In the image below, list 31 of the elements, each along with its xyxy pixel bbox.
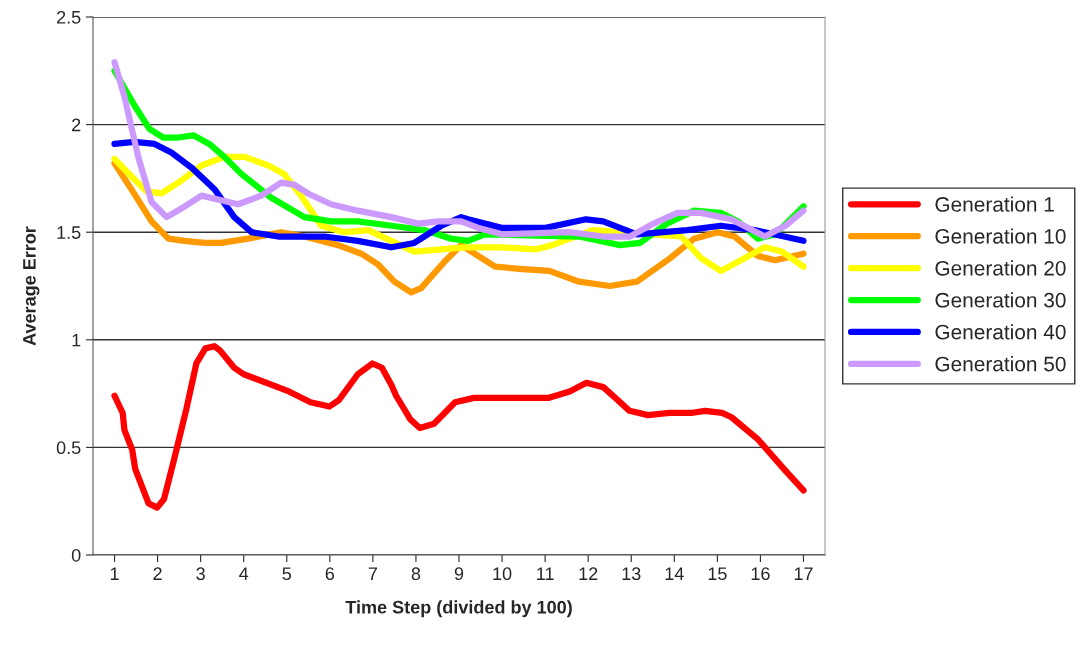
x-tick-label: 10 [493, 567, 512, 581]
legend-label: Generation 30 [935, 292, 1066, 308]
x-tick-label: 5 [282, 567, 292, 581]
x-tick-label: 11 [537, 567, 554, 580]
x-tick-label: 4 [239, 567, 249, 580]
legend-label: Generation 50 [935, 356, 1066, 372]
y-tick-label: 0.5 [56, 441, 81, 455]
legend-label: Generation 1 [935, 196, 1054, 212]
x-tick-label: 13 [622, 567, 641, 581]
x-tick-label: 17 [794, 567, 813, 580]
legend-label: Generation 40 [935, 324, 1066, 340]
x-tick-label: 7 [368, 567, 377, 580]
legend-label: Generation 20 [935, 260, 1066, 276]
x-tick-label: 12 [579, 567, 598, 580]
y-tick-label: 2.5 [57, 10, 81, 24]
y-tick-label: 1 [72, 333, 81, 347]
x-tick-label: 6 [325, 567, 335, 581]
y-tick-label: 2 [72, 118, 81, 132]
y-axis-title: Average Error [23, 226, 40, 346]
legend-label: Generation 10 [935, 228, 1066, 244]
x-tick-label: 8 [411, 567, 421, 581]
y-tick-label: 1.5 [57, 226, 81, 239]
y-tick-label: 0 [71, 548, 81, 562]
x-tick-label: 15 [708, 567, 727, 581]
x-tick-label: 1 [110, 567, 119, 580]
x-axis-title: Time Step (divided by 100) [345, 600, 572, 618]
x-tick-label: 3 [196, 567, 205, 581]
x-tick-label: 14 [665, 567, 684, 580]
x-tick-label: 9 [454, 567, 464, 581]
x-tick-label: 16 [751, 567, 770, 581]
x-tick-label: 2 [153, 567, 162, 580]
